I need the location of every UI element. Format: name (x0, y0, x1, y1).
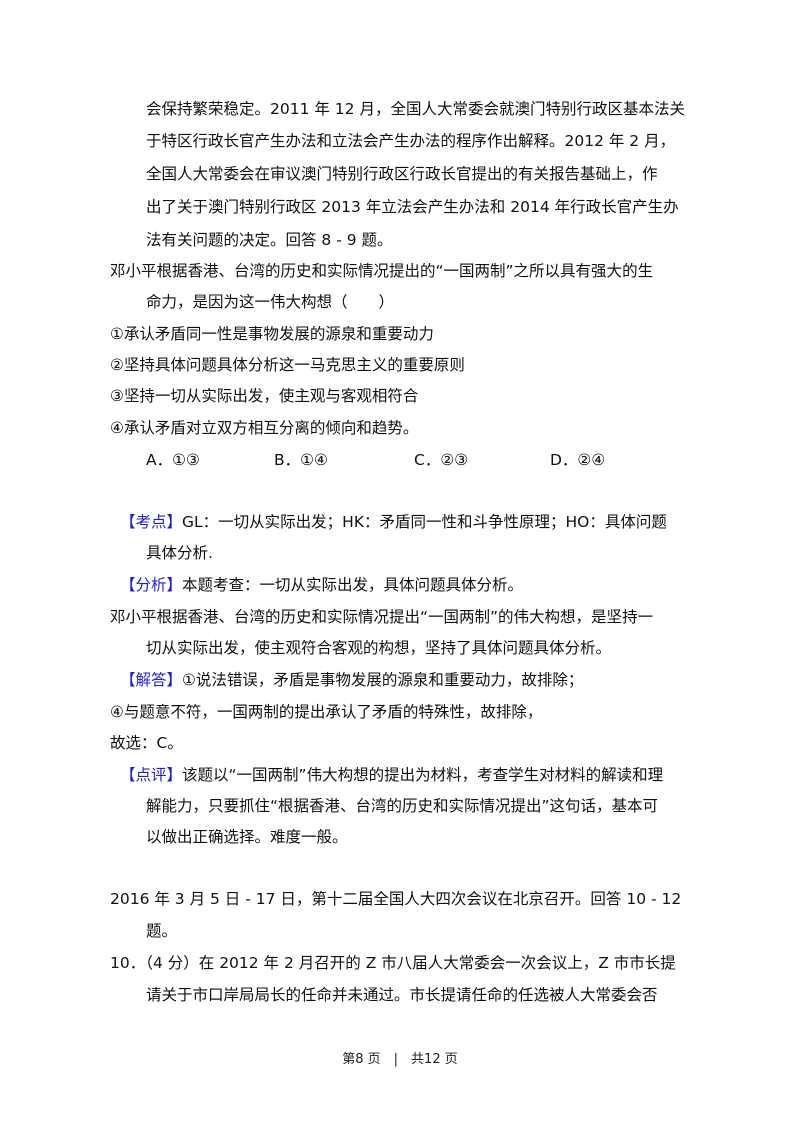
option-d: D．②④ (550, 451, 606, 469)
text-line: 会保持繁荣稳定。2011 年 12 月，全国人大常委会就澳门特别行政区基本法关 (146, 100, 685, 118)
fenxi-label: 【分析】 (120, 576, 183, 594)
text-line: 全国人大常委会在审议澳门特别行政区行政长官提出的有关报告基础上，作 (146, 165, 658, 183)
question-stem: 10．（4 分）在 2012 年 2 月召开的 Z 市八届人大常委会一次会议上，… (110, 954, 676, 972)
text-line: 邓小平根据香港、台湾的历史和实际情况提出“一国两制”的伟大构想，是坚持一 (110, 608, 654, 626)
kaodian-label: 【考点】 (120, 513, 183, 531)
question-stem: 请关于市口岸局局长的任命并未通过。市长提请任命的任选被人大常委会否 (146, 986, 658, 1004)
question-stem: 命力，是因为这一伟大构想（ ） (146, 293, 395, 311)
jieda-line: 【解答】①说法错误，矛盾是事物发展的源泉和重要动力，故排除； (120, 670, 583, 690)
jieda-label: 【解答】 (120, 671, 183, 689)
option-b: B．①④ (274, 451, 328, 469)
dianping-line: 【点评】该题以“一国两制”伟大构想的提出为材料，考查学生对材料的解读和理 (120, 765, 663, 785)
statement-3: ③坚持一切从实际出发，使主观与客观相符合 (110, 387, 419, 405)
dianping-label: 【点评】 (120, 766, 183, 784)
text-line: 以做出正确选择。难度一般。 (146, 828, 348, 846)
text-line: 于特区行政长官产生办法和立法会产生办法的程序作出解释。2012 年 2 月， (146, 132, 676, 150)
text-line: 具体分析. (146, 544, 213, 562)
question-stem: 邓小平根据香港、台湾的历史和实际情况提出的“一国两制”之所以具有强大的生 (110, 262, 654, 280)
text-line: 解能力，只要抓住“根据香港、台湾的历史和实际情况提出”这句话，基本可 (146, 797, 659, 815)
text-line: 2016 年 3 月 5 日 - 17 日，第十二届全国人大四次会议在北京召开。… (110, 890, 682, 908)
text-line: 故选：C。 (110, 734, 183, 752)
statement-1: ①承认矛盾同一性是事物发展的源泉和重要动力 (110, 325, 434, 343)
fenxi-text: 本题考查：一切从实际出发，具体问题具体分析。 (182, 576, 524, 594)
text-line: 法有关问题的决定。回答 8 - 9 题。 (146, 231, 393, 249)
dianping-text: 该题以“一国两制”伟大构想的提出为材料，考查学生对材料的解读和理 (182, 766, 664, 784)
text-line: 出了关于澳门特别行政区 2013 年立法会产生办法和 2014 年行政长官产生办 (146, 198, 679, 216)
option-c: C．②③ (414, 451, 469, 469)
statement-4: ④承认矛盾对立双方相互分离的倾向和趋势。 (110, 419, 419, 437)
page-footer: 第8 页 | 共12 页 (342, 1052, 458, 1067)
kaodian-line: 【考点】GL：一切从实际出发；HK：矛盾同一性和斗争性原理；HO：具体问题 (120, 512, 667, 532)
fenxi-line: 【分析】本题考查：一切从实际出发，具体问题具体分析。 (120, 575, 523, 595)
option-a: A．①③ (146, 451, 200, 469)
jieda-text: ①说法错误，矛盾是事物发展的源泉和重要动力，故排除； (182, 671, 584, 689)
text-line: ④与题意不符，一国两制的提出承认了矛盾的特殊性，故排除， (110, 703, 543, 721)
text-line: 题。 (146, 922, 178, 940)
kaodian-text: GL：一切从实际出发；HK：矛盾同一性和斗争性原理；HO：具体问题 (182, 513, 667, 531)
text-line: 切从实际出发，使主观符合客观的构想，坚持了具体问题具体分析。 (146, 639, 612, 657)
statement-2: ②坚持具体问题具体分析这一马克思主义的重要原则 (110, 356, 465, 374)
